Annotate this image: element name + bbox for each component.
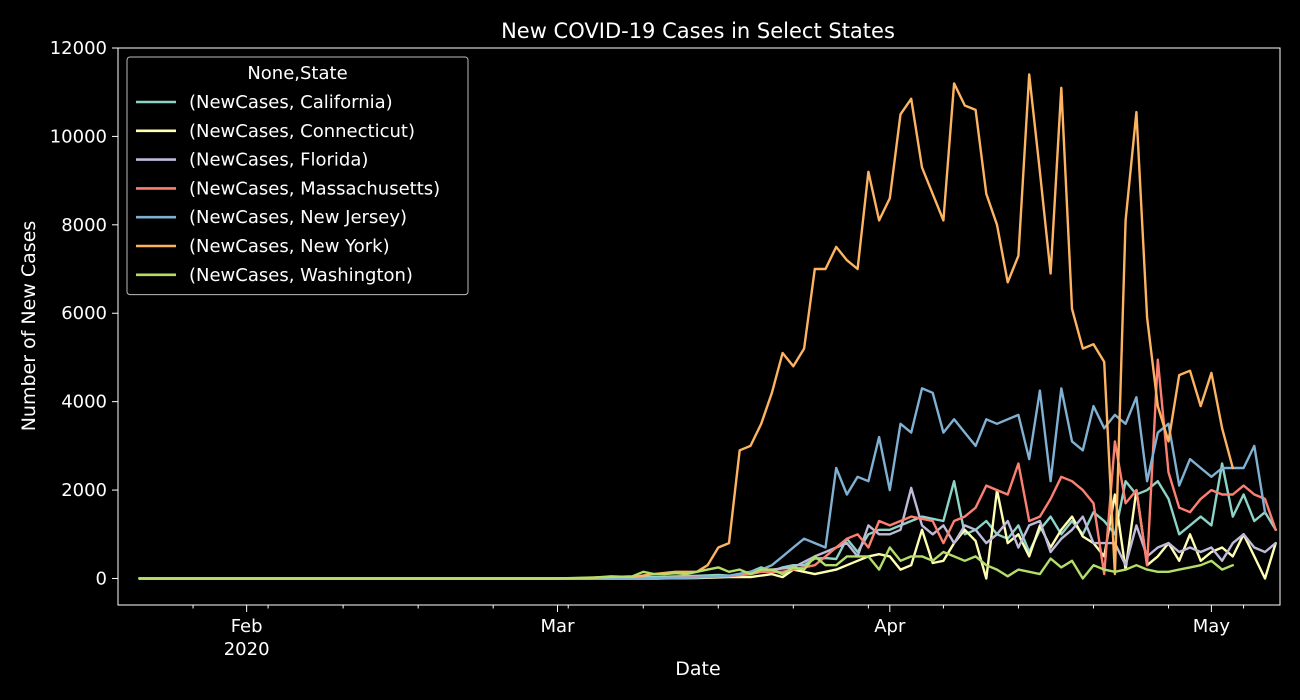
legend-entry-label: (NewCases, New Jersey)	[189, 207, 407, 228]
series-line-2	[138, 486, 1277, 580]
legend-entry-label: (NewCases, Washington)	[189, 265, 413, 286]
axes-frame	[117, 47, 1281, 606]
x-tick-label: Feb	[231, 616, 263, 637]
y-tick-label: 6000	[61, 303, 107, 324]
y-axis-title: Number of New Cases	[18, 221, 40, 432]
series-line-1	[138, 488, 1277, 580]
series-line-6	[138, 546, 1235, 580]
y-tick-label: 8000	[61, 215, 107, 236]
series-line-4	[138, 387, 1267, 580]
x-tick-sublabel: 2020	[224, 639, 270, 660]
series-line-5	[138, 73, 1235, 580]
x-axis-title: Date	[675, 658, 720, 680]
legend-entry-label: (NewCases, Florida)	[189, 150, 368, 171]
series-lines	[138, 73, 1277, 580]
plot-area	[138, 73, 1277, 580]
y-tick-label: 0	[96, 568, 107, 589]
y-tick-label: 10000	[50, 126, 107, 147]
legend-entry-label: (NewCases, Connecticut)	[189, 121, 415, 142]
y-tick-label: 4000	[61, 392, 107, 413]
x-tick-label: May	[1193, 616, 1231, 637]
legend-box	[126, 56, 469, 296]
y-tick-label: 12000	[50, 38, 107, 59]
legend-entry-label: (NewCases, New York)	[189, 236, 390, 257]
x-tick-label: Mar	[541, 616, 576, 637]
x-tick-label: Apr	[874, 616, 906, 637]
y-tick-label: 2000	[61, 480, 107, 501]
chart-title: New COVID-19 Cases in Select States	[501, 19, 895, 43]
legend-entry-label: (NewCases, Massachusetts)	[189, 178, 440, 199]
legend-title: None,State	[247, 63, 347, 84]
legend-entry-label: (NewCases, California)	[189, 92, 393, 113]
legend: None,State (NewCases, California) (NewCase…	[126, 56, 469, 296]
